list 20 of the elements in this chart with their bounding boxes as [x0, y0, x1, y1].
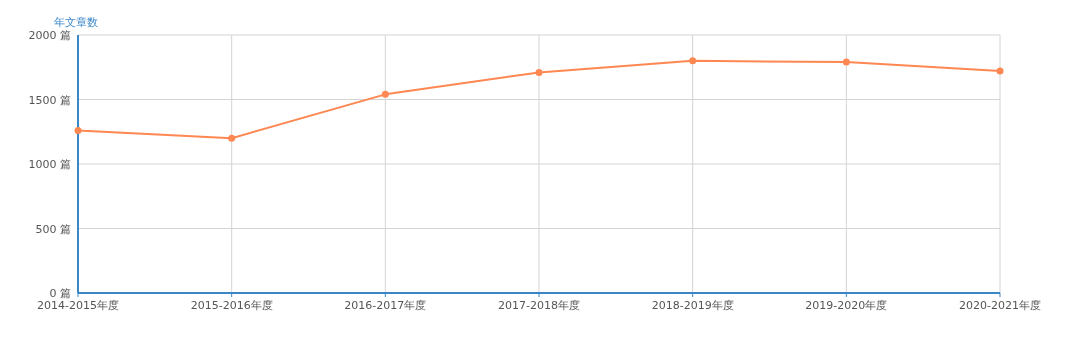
- point: [535, 68, 543, 76]
- y-tick-label: 1000 篇: [28, 158, 71, 171]
- point: [74, 126, 82, 134]
- y-axis-title: 年文章数: [54, 16, 98, 29]
- x-tick-label: 2019-2020年度: [805, 299, 888, 312]
- y-tick-label: 0 篇: [49, 287, 71, 300]
- y-tick-label: 500 篇: [35, 222, 71, 236]
- y-tick-label: 1500 篇: [28, 93, 71, 107]
- x-tick-label: 2016-2017年度: [344, 299, 427, 312]
- y-tick-label: 2000 篇: [28, 29, 71, 42]
- x-tick-label: 2014-2015年度: [37, 299, 119, 312]
- x-tick-label: 2015-2016年度: [190, 299, 273, 312]
- x-tick-label: 2017-2018年度: [498, 299, 580, 312]
- x-tick-label: 2020-2021年度: [959, 299, 1041, 312]
- point: [381, 90, 389, 98]
- point: [996, 67, 1004, 75]
- point: [842, 58, 850, 66]
- point: [689, 57, 697, 65]
- point: [228, 134, 236, 142]
- x-tick-label: 2018-2019年度: [651, 299, 734, 312]
